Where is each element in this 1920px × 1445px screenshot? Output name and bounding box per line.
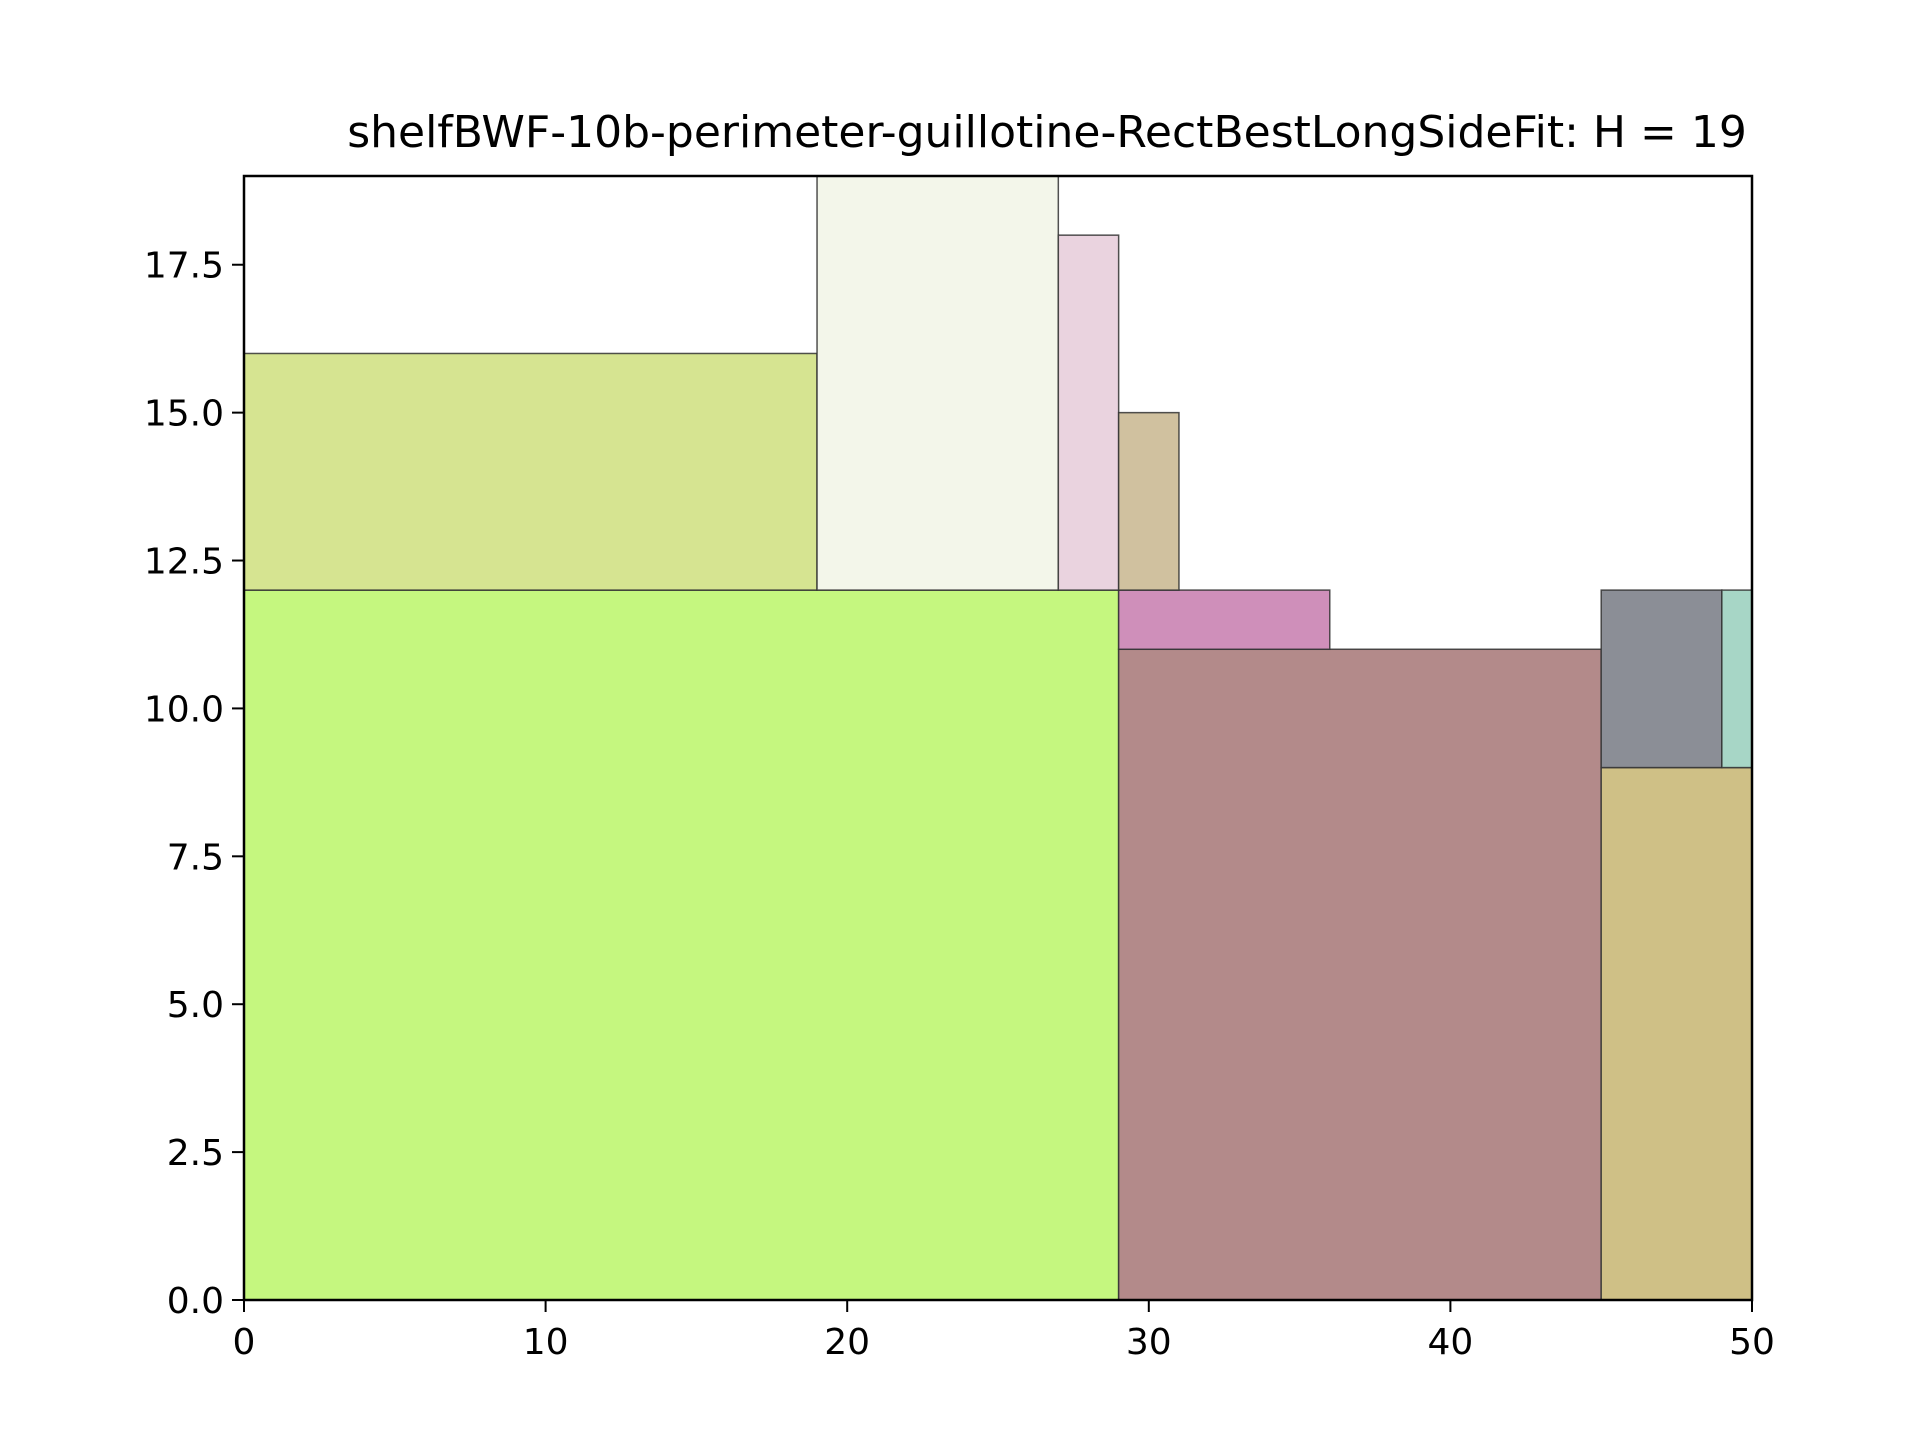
packed-rect-1 (243, 589, 1120, 1301)
x-tick-label: 10 (523, 1322, 569, 1363)
packed-rect-8 (816, 175, 1060, 591)
y-tick-label: 5.0 (167, 985, 224, 1026)
y-tick-label: 15.0 (144, 394, 224, 435)
packed-rect-7 (243, 352, 818, 591)
packed-rect-10 (1117, 411, 1180, 591)
packed-rect-5 (1721, 589, 1753, 769)
x-tick-label: 50 (1729, 1322, 1775, 1363)
ticks-layer: 0 10 20 30 40 50 0.0 2.5 5.0 7.5 10.0 12.5 15.0 17.5 (144, 246, 1775, 1363)
plot-frame (242, 174, 1754, 1302)
packed-rect-9 (1057, 234, 1120, 591)
y-tick-label: 17.5 (144, 246, 224, 287)
packed-rect-2 (1117, 648, 1602, 1301)
y-tick-label: 12.5 (144, 542, 224, 583)
y-tick-label: 7.5 (167, 837, 224, 878)
rectangles-layer (243, 175, 1753, 1301)
packed-rect-4 (1600, 589, 1723, 769)
y-tick-label: 10.0 (144, 689, 224, 730)
chart-title: shelfBWF-10b-perimeter-guillotine-RectBe… (347, 107, 1747, 158)
y-tick-label: 0.0 (167, 1281, 224, 1322)
x-tick-label: 30 (1126, 1322, 1172, 1363)
packed-rect-6 (1117, 589, 1331, 651)
x-tick-label: 40 (1427, 1322, 1473, 1363)
x-tick-label: 0 (233, 1322, 256, 1363)
y-tick-label: 2.5 (167, 1133, 224, 1174)
x-tick-label: 20 (824, 1322, 870, 1363)
packed-rect-3 (1600, 766, 1753, 1301)
